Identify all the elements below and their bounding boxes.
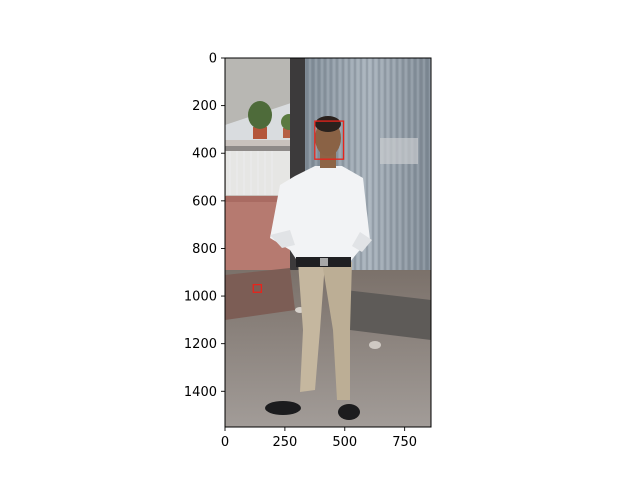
axes-frame <box>224 57 432 428</box>
x-tick-label: 250 <box>272 435 297 450</box>
x-axis: 0 250 500 750 <box>221 427 417 450</box>
y-tick-label: 400 <box>192 147 217 162</box>
y-tick-label: 800 <box>192 242 217 257</box>
photo <box>225 58 431 427</box>
face-detection-box <box>314 120 345 160</box>
plant-pot <box>253 127 267 139</box>
y-axis: 0 200 400 600 800 1000 1200 1400 <box>184 52 225 400</box>
plant <box>248 101 272 129</box>
y-tick-label: 1400 <box>184 385 217 400</box>
y-tick-label: 1000 <box>184 290 217 305</box>
y-tick-label: 0 <box>209 52 217 67</box>
person <box>265 116 372 420</box>
x-tick-label: 500 <box>332 435 357 450</box>
x-tick-label: 750 <box>392 435 417 450</box>
y-tick-label: 600 <box>192 194 217 209</box>
x-tick-label: 0 <box>221 435 229 450</box>
y-tick-label: 1200 <box>184 337 217 352</box>
y-tick-label: 200 <box>192 99 217 114</box>
small-detection-box <box>252 283 263 293</box>
